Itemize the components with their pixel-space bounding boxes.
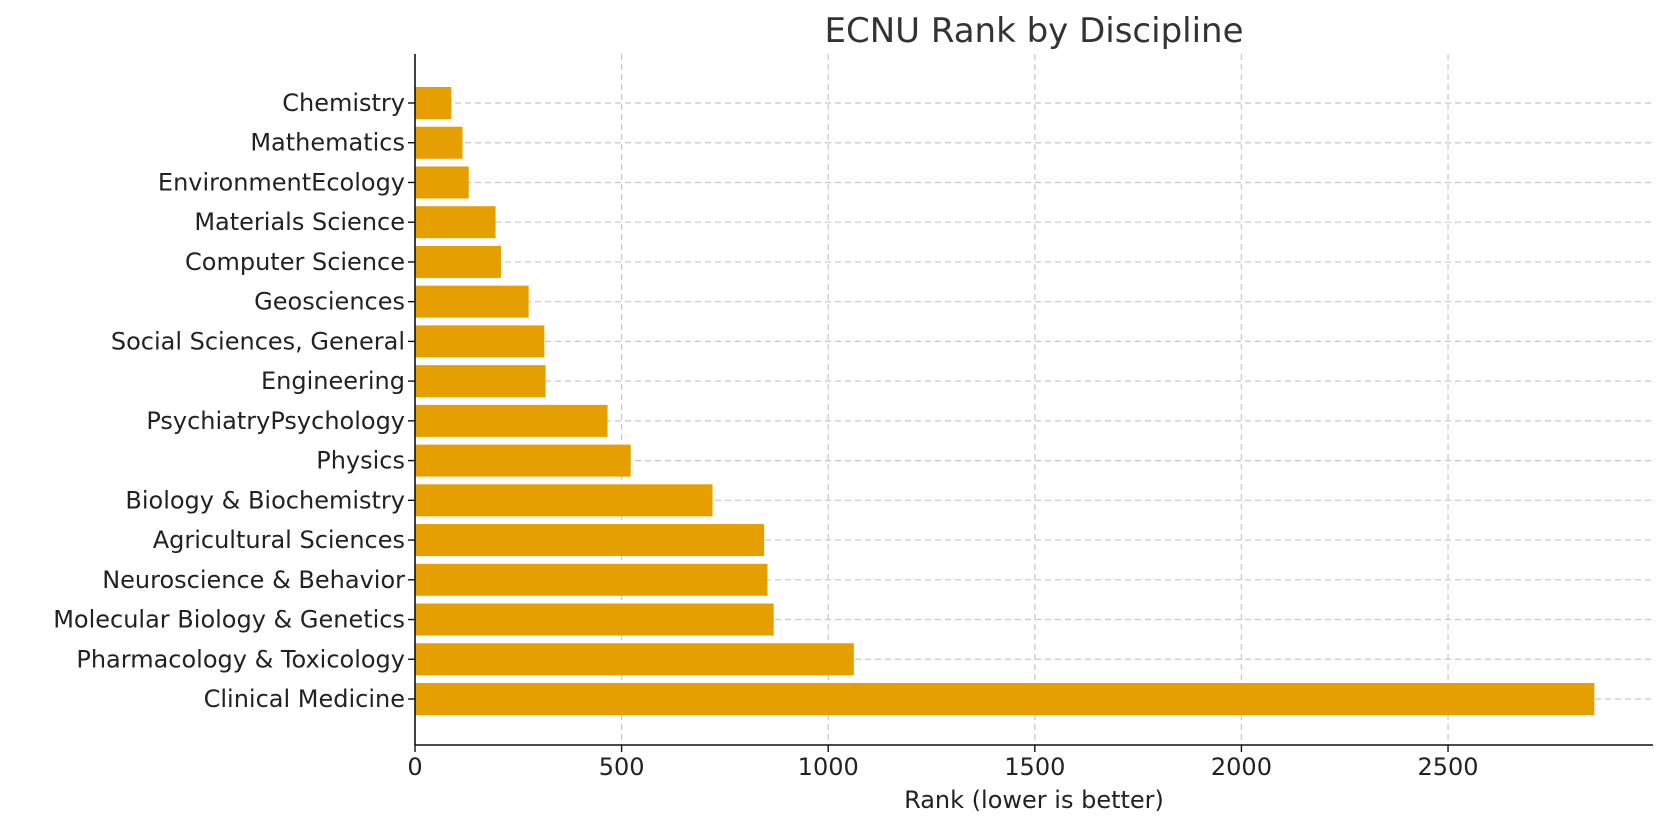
x-axis-label: Rank (lower is better) [904,786,1164,814]
y-tick-label: Geosciences [254,288,405,316]
x-tick-label: 2000 [1211,753,1272,781]
axes [414,54,1653,746]
bar [415,484,713,517]
bar [415,126,463,159]
y-axis-ticks: Chemistry Mathematics EnvironmentEcology Ma… [53,89,415,713]
bar [415,603,774,636]
y-tick-label: Pharmacology & Toxicology [76,645,405,673]
y-tick-label: Agricultural Sciences [153,526,405,554]
y-tick-label: Chemistry [282,89,405,117]
bar [415,245,501,278]
y-tick-label: Physics [316,447,405,475]
bars [415,87,1595,715]
bar [415,524,765,557]
chart-title: ECNU Rank by Discipline [824,11,1243,51]
y-tick-label: Social Sciences, General [111,327,405,355]
y-tick-label: EnvironmentEcology [158,168,405,196]
y-tick-label: Mathematics [250,129,405,157]
bar [415,365,546,398]
bar [415,87,452,119]
bar [415,325,545,358]
y-tick-label: Neuroscience & Behavior [102,566,405,594]
x-tick-label: 1000 [798,753,859,781]
bar [415,166,469,199]
y-tick-label: Biology & Biochemistry [125,486,405,514]
y-tick-label: PsychiatryPsychology [146,407,405,435]
y-tick-label: Computer Science [185,248,405,276]
bar [415,206,496,239]
y-tick-label: Materials Science [194,208,405,236]
x-axis-ticks: 0 500 1000 1500 2000 2500 [407,745,1479,781]
x-tick-label: 2500 [1418,753,1479,781]
bar [415,643,854,676]
x-tick-label: 0 [407,753,422,781]
y-tick-label: Engineering [261,367,405,395]
grid-lines [415,54,1653,745]
bar [415,563,768,596]
bar [415,404,608,437]
x-tick-label: 500 [599,753,645,781]
bar [415,285,529,318]
x-tick-label: 1500 [1004,753,1065,781]
y-tick-label: Clinical Medicine [204,685,405,713]
bar [415,444,631,477]
y-tick-label: Molecular Biology & Genetics [53,606,405,634]
bar [415,683,1595,715]
